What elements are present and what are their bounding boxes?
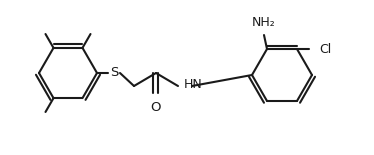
Text: HN: HN — [184, 78, 203, 91]
Text: S: S — [110, 66, 118, 80]
Text: O: O — [151, 101, 161, 114]
Text: Cl: Cl — [319, 42, 331, 55]
Text: NH₂: NH₂ — [252, 16, 276, 29]
